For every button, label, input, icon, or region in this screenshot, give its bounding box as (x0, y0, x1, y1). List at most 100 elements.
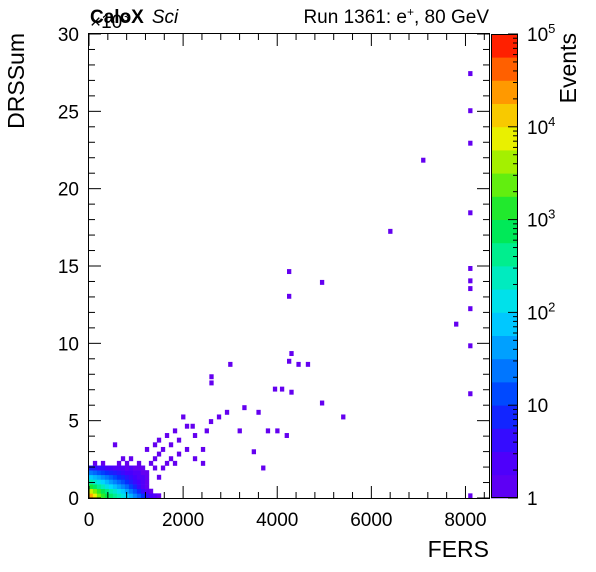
heatmap-bin (128, 484, 134, 490)
heatmap-bin (120, 484, 126, 490)
heatmap-bin (136, 474, 142, 480)
heatmap-bin (140, 479, 146, 485)
heatmap-bin (140, 465, 146, 471)
heatmap-bin (184, 423, 190, 429)
y-tick-label: 30 (58, 25, 79, 46)
colorbar-frame (491, 34, 518, 498)
heatmap-bin (88, 479, 94, 485)
heatmap-bin (237, 428, 242, 434)
heatmap-bin (261, 465, 266, 471)
heatmap-bin (128, 470, 134, 476)
heatmap-bin (100, 479, 106, 485)
heatmap-bin (140, 493, 146, 499)
heatmap-bin (136, 460, 142, 466)
heatmap-bin (319, 400, 325, 406)
heatmap-bin (112, 493, 118, 499)
heatmap-bin (224, 409, 230, 415)
y-tick-label: 10 (58, 334, 79, 355)
heatmap-bin (120, 474, 126, 480)
run-charge: + (406, 5, 414, 19)
heatmap-bin (172, 460, 178, 466)
heatmap-bin (164, 433, 170, 438)
heatmap-bin (251, 449, 257, 455)
colorbar-segment (491, 80, 518, 104)
heatmap-bin (128, 488, 134, 494)
colorbar-segment (491, 242, 518, 267)
heatmap-bin (289, 351, 294, 357)
heatmap-bin (468, 266, 473, 271)
heatmap-bin (92, 470, 98, 476)
heatmap-bin (136, 479, 142, 485)
heatmap-bin (265, 428, 271, 434)
y-tick-label: 20 (58, 180, 79, 201)
heatmap-bin (108, 488, 114, 494)
heatmap-bin (96, 488, 102, 494)
heatmap-bin (108, 479, 114, 485)
colorbar-segment (491, 358, 518, 383)
heatmap-bin (140, 470, 146, 476)
colorbar-segment (491, 103, 518, 128)
colorbar-tick-label: 10 (527, 396, 548, 417)
heatmap-bin (160, 465, 166, 471)
heatmap-bin (124, 465, 130, 471)
heatmap-bin (172, 428, 178, 434)
heatmap-bin (132, 479, 138, 485)
heatmap-bin (200, 446, 206, 452)
y-axis-label: DRSSum (3, 33, 29, 129)
heatmap-bin (148, 493, 154, 499)
heatmap-bin (104, 479, 110, 485)
heatmap-bin (287, 358, 292, 364)
heatmap-bin (144, 479, 150, 485)
x-tick-label: 8000 (444, 510, 486, 531)
heatmap-bin (132, 474, 138, 480)
heatmap-bin (100, 493, 106, 499)
heatmap-bin (136, 493, 142, 499)
heatmap-bin (192, 456, 198, 462)
colorbar-segment (491, 312, 518, 336)
heatmap-bins (88, 71, 473, 499)
heatmap-bin (144, 470, 150, 476)
heatmap-bin (184, 446, 190, 452)
heatmap-bin (200, 460, 206, 466)
heatmap-bin (152, 493, 158, 499)
colorbar-segment (491, 335, 518, 360)
heatmap-bin (104, 474, 110, 480)
heatmap-bin (120, 470, 126, 476)
heatmap-bin (164, 460, 170, 466)
experiment-tag: Sci (151, 7, 179, 28)
y-tick-label: 15 (58, 257, 79, 278)
heatmap-bin (92, 488, 98, 494)
heatmap-bin (108, 474, 114, 480)
heatmap-bin (319, 279, 325, 285)
heatmap-bin (181, 414, 186, 420)
heatmap-bin (92, 484, 98, 490)
heatmap-bin (112, 479, 118, 485)
heatmap-bin (132, 470, 138, 476)
colorbar-segment (491, 382, 518, 406)
heatmap-bin (96, 465, 102, 471)
run-label: Run 1361: e+, 80 GeV (303, 5, 489, 28)
heatmap-bin (284, 433, 289, 438)
heatmap-bin (124, 479, 130, 485)
heatmap-bin (148, 488, 154, 494)
heatmap-bin (96, 470, 102, 476)
heatmap-bin (128, 493, 134, 499)
heatmap-bin (100, 488, 106, 494)
heatmap-bin (132, 484, 138, 490)
heatmap-bin (116, 470, 122, 476)
heatmap-bin (176, 451, 182, 457)
heatmap-bin (144, 493, 150, 499)
heatmap-bin (96, 484, 102, 490)
heatmap-bin (124, 470, 130, 476)
heatmap-bin (209, 380, 214, 386)
heatmap-bin (88, 484, 94, 490)
heatmap-bin (468, 278, 473, 284)
colorbar-segment (491, 150, 518, 174)
heatmap-bin (120, 479, 126, 485)
heatmap-bin (468, 286, 473, 292)
heatmap-bin (120, 465, 126, 471)
y-tick-label: 5 (68, 412, 79, 433)
x-tick-label: 4000 (256, 510, 298, 531)
run-prefix: Run 1361: e (303, 7, 407, 28)
heatmap-bin (136, 488, 142, 494)
